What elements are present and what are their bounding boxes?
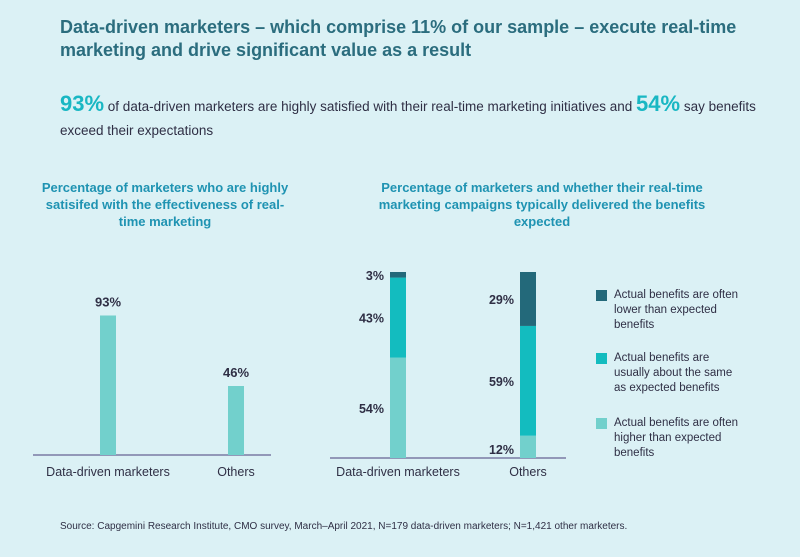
chart2-segment-data-driven-marketers-1 <box>390 277 406 358</box>
lead-text: 93% of data-driven marketers are highly … <box>60 92 770 143</box>
chart1-title: Percentage of marketers who are highly s… <box>41 180 289 229</box>
chart2-value-label-data-driven-marketers-0: 54% <box>359 402 384 416</box>
legend-label-1: Actual benefits are usually about the sam… <box>614 352 732 394</box>
chart1-value-label-data-driven-marketers: 93% <box>95 295 121 310</box>
chart1-bar-data-driven-marketers <box>100 315 116 455</box>
lead-stat-1: 93% <box>60 91 105 116</box>
chart1-bar-others <box>228 386 244 455</box>
chart2-segment-others-1 <box>520 325 536 436</box>
headline: Data-driven marketers – which comprise 1… <box>60 17 737 60</box>
legend-swatch-0 <box>596 418 607 429</box>
chart1-category-label-others: Others <box>217 465 255 479</box>
chart1-category-label-data-driven-marketers: Data-driven marketers <box>46 465 170 479</box>
chart2-value-label-others-1: 59% <box>489 375 514 389</box>
legend-label-2: Actual benefits are often lower than expe… <box>614 289 738 331</box>
lead-stat-2: 54% <box>636 91 681 116</box>
chart2-segment-data-driven-marketers-2 <box>390 272 406 278</box>
lead-text-1: of data-driven marketers are highly sati… <box>104 99 637 114</box>
source-note: Source: Capgemini Research Institute, CM… <box>60 521 628 532</box>
chart2-category-label-data-driven-marketers: Data-driven marketers <box>336 465 460 479</box>
chart2-title: Percentage of marketers and whether thei… <box>378 180 706 229</box>
legend-label-0: Actual benefits are often higher than exp… <box>614 417 738 459</box>
chart2-value-label-data-driven-marketers-2: 3% <box>366 269 384 283</box>
chart2-category-label-others: Others <box>509 465 547 479</box>
chart2-value-label-others-0: 12% <box>489 443 514 457</box>
chart2-segment-data-driven-marketers-0 <box>390 357 406 458</box>
chart2-value-label-others-2: 29% <box>489 293 514 307</box>
legend-swatch-1 <box>596 353 607 364</box>
chart1-value-label-others: 46% <box>223 365 249 380</box>
chart2-segment-others-0 <box>520 435 536 458</box>
chart2-value-label-data-driven-marketers-1: 43% <box>359 312 384 326</box>
chart2-segment-others-2 <box>520 272 536 326</box>
lead-text-2: say benefits exceed their expectations <box>60 99 756 138</box>
legend-swatch-2 <box>596 290 607 301</box>
